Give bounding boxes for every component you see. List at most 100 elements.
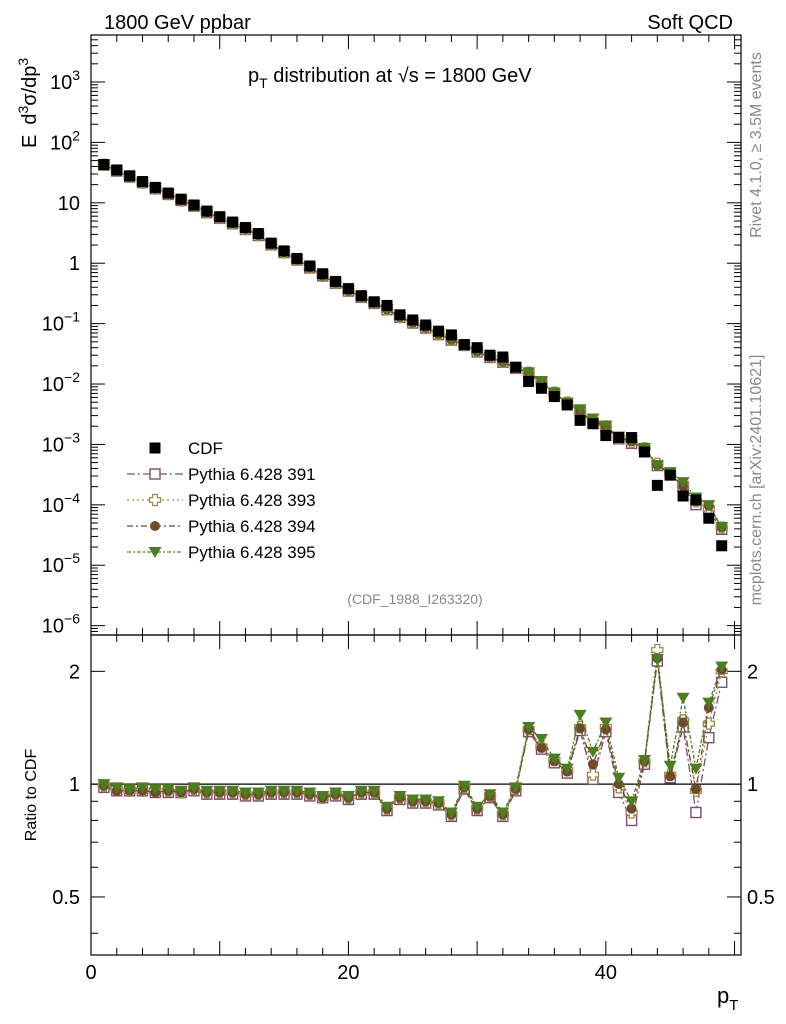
ratio-series-point xyxy=(690,806,702,819)
ratio-series-point xyxy=(277,785,291,797)
cdf-point xyxy=(188,199,200,211)
main-y-tick-label: 10−5 xyxy=(42,550,80,577)
main-y-tick-label: 1 xyxy=(69,253,80,275)
ylabel-sup2: 3 xyxy=(15,58,31,66)
ratio-series-point xyxy=(213,785,227,797)
ratio-series-point xyxy=(238,787,252,799)
main-y-tick-label: 10−4 xyxy=(42,490,80,517)
ratio-series-point xyxy=(715,676,728,688)
x-tick-label: 20 xyxy=(337,962,359,984)
ratio-series-point xyxy=(702,697,716,709)
cdf-point xyxy=(651,479,663,491)
cdf-point xyxy=(574,414,586,426)
x-tick-label: 40 xyxy=(595,962,617,984)
cdf-point xyxy=(278,245,290,257)
ratio-series-point xyxy=(586,746,600,758)
ratio-series-layer xyxy=(97,643,729,827)
legend-marker xyxy=(148,493,162,507)
cdf-point xyxy=(420,319,432,331)
cdf-point xyxy=(587,418,599,430)
ratio-series-point xyxy=(123,784,137,796)
cdf-point xyxy=(175,193,187,205)
cdf-points xyxy=(98,159,728,552)
ratio-series-point xyxy=(536,742,547,753)
ratio-y-tick-label: 2 xyxy=(69,661,80,683)
title-s-eq: s = 1800 GeV xyxy=(409,65,533,87)
ratio-series-point xyxy=(174,785,188,797)
cdf-point xyxy=(330,275,342,287)
ratio-series-point xyxy=(483,789,497,801)
ratio-y-tick-label-right: 0.5 xyxy=(747,887,775,909)
cdf-point xyxy=(638,446,650,458)
title-sqrt: √ xyxy=(398,65,409,87)
ratio-series-point xyxy=(522,722,536,734)
main-x-ticks xyxy=(90,35,736,635)
main-y-tick-label: 10 xyxy=(58,193,80,215)
x-tick-label: 0 xyxy=(85,962,96,984)
ratio-series-point xyxy=(419,794,433,806)
cdf-point xyxy=(381,299,393,311)
ratio-y-tick-label: 1 xyxy=(69,774,80,796)
ratio-plot-frame xyxy=(90,634,742,956)
cdf-point xyxy=(227,216,239,228)
ratio-series-point xyxy=(251,787,265,799)
main-series-point xyxy=(650,460,664,472)
main-y-tick-label: 10−1 xyxy=(42,309,80,336)
cdf-point xyxy=(561,399,573,411)
side-text-top: Rivet 4.1.0, ≥ 3.5M events xyxy=(748,52,765,238)
cdf-point xyxy=(433,325,445,337)
cdf-point xyxy=(613,432,625,444)
ratio-series-point xyxy=(676,692,690,704)
ratio-series-point xyxy=(625,796,639,808)
cdf-point xyxy=(600,430,612,442)
cdf-point xyxy=(716,540,728,552)
title-p: p xyxy=(248,65,259,87)
cdf-point xyxy=(342,283,354,295)
main-y-label: Ed3σ/dp3 xyxy=(15,58,41,148)
title-sub: T xyxy=(259,75,268,91)
x-axis-label: pT xyxy=(717,983,738,1014)
cdf-point xyxy=(690,494,702,506)
ratio-series-point xyxy=(678,717,689,728)
ratio-series-point xyxy=(303,787,317,799)
ylabel-e: E xyxy=(19,135,41,148)
ratio-series-point xyxy=(534,733,548,745)
legend-marker xyxy=(149,468,161,480)
cdf-point xyxy=(458,339,470,351)
ratio-series-point xyxy=(665,771,676,782)
main-series-point xyxy=(702,500,716,512)
main-series-point xyxy=(599,420,613,432)
ratio-series-point xyxy=(509,782,523,794)
xlabel-sub: T xyxy=(729,997,738,1014)
ratio-series-point xyxy=(575,723,586,734)
ratio-series-point xyxy=(329,787,343,799)
ratio-y-label: Ratio to CDF xyxy=(23,749,40,842)
cdf-point xyxy=(291,252,303,264)
ratio-x-axis: 0 20 40 xyxy=(85,635,736,984)
ratio-series-point xyxy=(663,760,677,772)
main-y-tick-label: 102 xyxy=(50,127,80,154)
ratio-series-point xyxy=(148,784,162,796)
cdf-point xyxy=(626,432,638,444)
cdf-point xyxy=(664,469,676,481)
analysis-annotation: (CDF_1988_I263320) xyxy=(347,591,482,607)
ratio-series-point xyxy=(316,790,330,802)
ylabel-mid: σ/dp xyxy=(19,66,41,106)
cdf-point xyxy=(394,309,406,321)
cdf-point xyxy=(535,382,547,394)
main-y-tick-label: 103 xyxy=(50,67,80,94)
ratio-series-point xyxy=(393,790,407,802)
legend-marker xyxy=(150,521,160,531)
cdf-point xyxy=(355,290,367,302)
ratio-series-point xyxy=(406,794,420,806)
main-y-tick-label: 10−3 xyxy=(42,429,80,456)
ratio-series-point xyxy=(161,784,175,796)
legend: CDF Pythia 6.428 391 Pythia 6.428 393 Pythi… xyxy=(127,439,316,562)
ratio-series-point xyxy=(587,759,598,770)
ratio-series-point xyxy=(599,717,613,729)
ratio-series-point xyxy=(380,801,394,813)
ratio-series-point xyxy=(354,785,368,797)
ratio-series-point xyxy=(547,753,561,765)
side-text-bottom: mcplots.cern.ch [arXiv:2401.10621] xyxy=(748,355,765,606)
